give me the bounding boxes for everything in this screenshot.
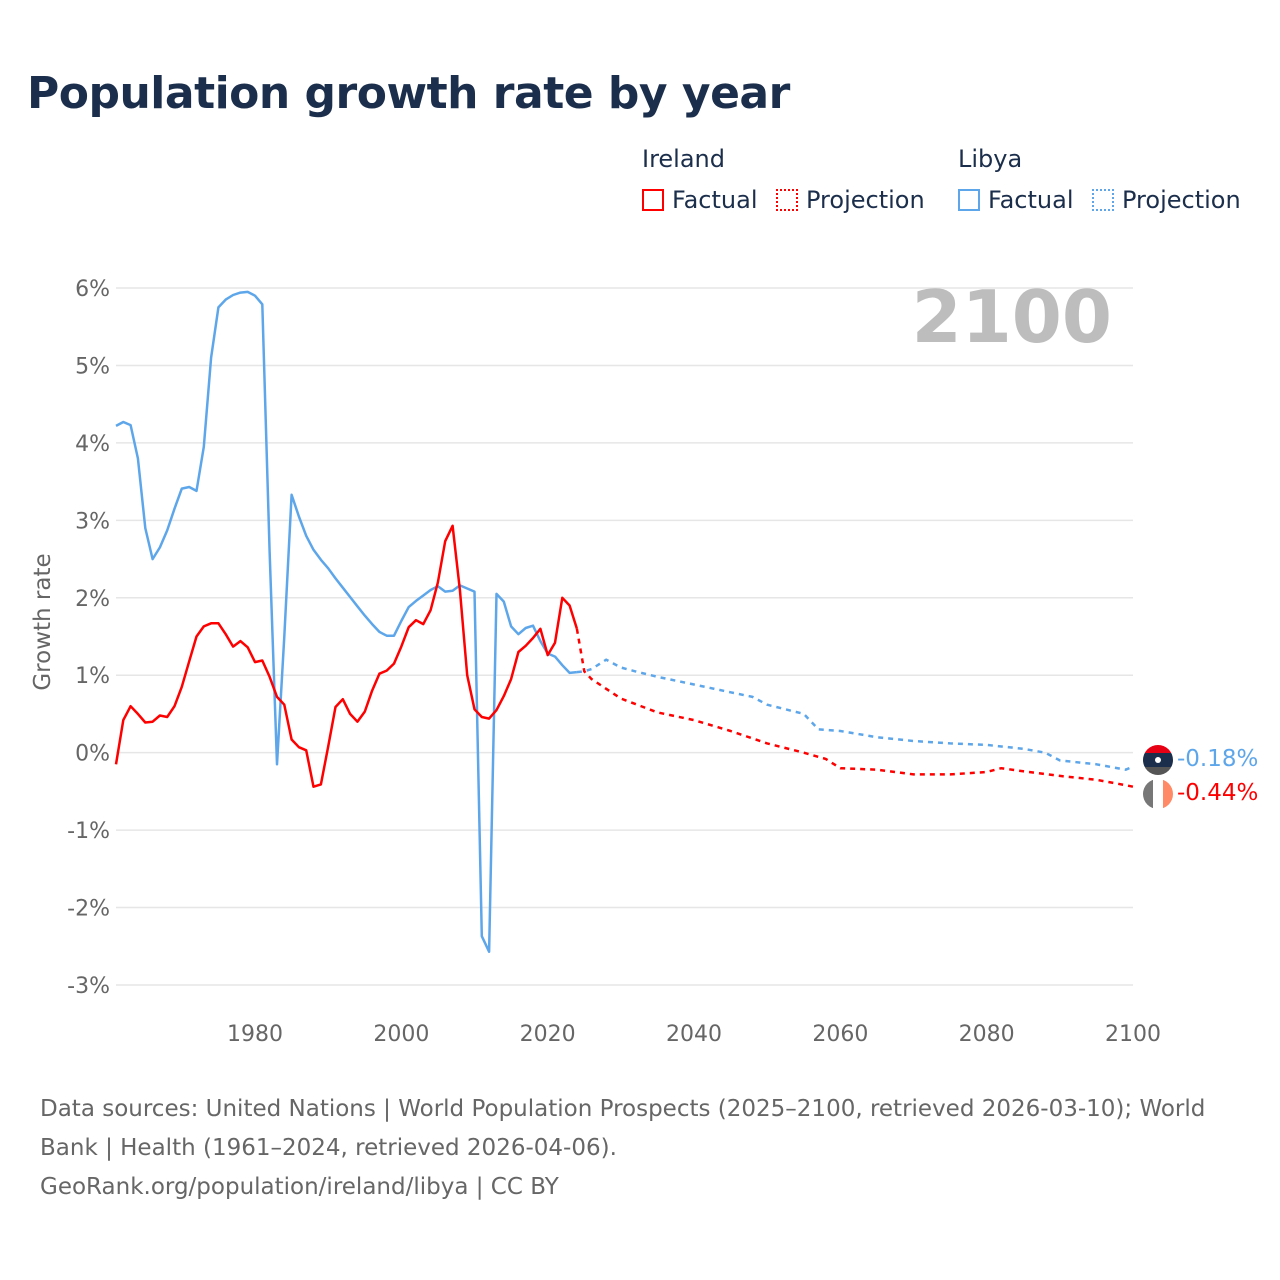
legend-label: Projection: [806, 186, 925, 214]
legend-ireland-factual[interactable]: Factual: [642, 186, 758, 214]
x-tick-label: 2060: [812, 1022, 868, 1047]
y-tick-label: -1%: [67, 819, 110, 844]
legend-swatch-dotted: [1092, 189, 1114, 211]
libya-flag-icon: [1143, 745, 1173, 775]
series-line-libya-projection: [576, 658, 1134, 771]
y-tick-label: 3%: [75, 509, 110, 534]
ireland-end-label: -0.44%: [1177, 780, 1258, 806]
x-tick-label: 2000: [373, 1022, 429, 1047]
footer: Data sources: United Nations | World Pop…: [40, 1090, 1240, 1207]
legend-label: Projection: [1122, 186, 1241, 214]
legend-label: Factual: [988, 186, 1074, 214]
year-watermark: 2100: [912, 275, 1112, 359]
legend-libya-projection[interactable]: Projection: [1092, 186, 1241, 214]
x-tick-label: 1980: [227, 1022, 283, 1047]
series-line-ireland-projection: [575, 628, 1134, 788]
line-chart: 6% 5% 4% 3% 2% 1% 0% -1% -2% -3% 1980 2000 2020 2040 2…: [30, 275, 1258, 1047]
y-tick-label: 6%: [75, 277, 110, 302]
y-tick-label: -3%: [67, 974, 110, 999]
legend-label: Factual: [672, 186, 758, 214]
x-tick-label: 2040: [666, 1022, 722, 1047]
y-tick-label: 4%: [75, 432, 110, 457]
series-line-libya-factual: [115, 290, 578, 953]
y-tick-label: 0%: [75, 742, 110, 767]
libya-end-label: -0.18%: [1177, 746, 1258, 772]
x-tick-label: 2100: [1105, 1022, 1161, 1047]
y-tick-label: -2%: [67, 897, 110, 922]
y-tick-label: 5%: [75, 354, 110, 379]
y-tick-label: 1%: [75, 664, 110, 689]
legend-swatch-dotted: [776, 189, 798, 211]
data-sources: Data sources: United Nations | World Pop…: [40, 1096, 1206, 1161]
legend-swatch-solid: [958, 189, 980, 211]
attribution-link[interactable]: GeoRank.org/population/ireland/libya | C…: [40, 1174, 559, 1200]
legend-group-libya: Libya: [958, 145, 1023, 173]
legend-libya-factual[interactable]: Factual: [958, 186, 1074, 214]
series-line-ireland-factual: [114, 524, 579, 788]
x-tick-label: 2020: [520, 1022, 576, 1047]
legend-swatch-solid: [642, 189, 664, 211]
chart-title: Population growth rate by year: [27, 68, 790, 119]
y-axis-label: Growth rate: [30, 553, 56, 690]
legend-ireland-projection[interactable]: Projection: [776, 186, 925, 214]
x-tick-label: 2080: [959, 1022, 1015, 1047]
y-tick-label: 2%: [75, 587, 110, 612]
ireland-flag-icon: [1143, 779, 1173, 809]
legend-group-ireland: Ireland: [642, 145, 726, 173]
